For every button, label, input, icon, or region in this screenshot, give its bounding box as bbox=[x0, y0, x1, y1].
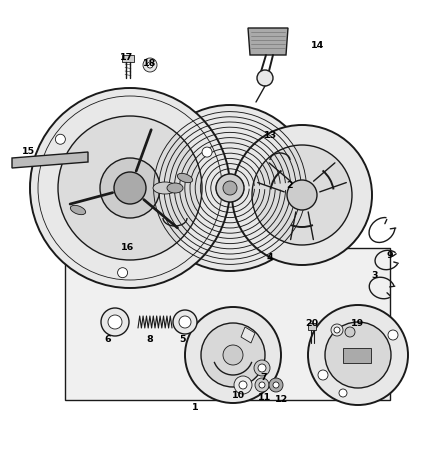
Text: 5: 5 bbox=[180, 335, 186, 344]
Ellipse shape bbox=[177, 173, 193, 183]
Ellipse shape bbox=[269, 378, 283, 392]
Ellipse shape bbox=[258, 364, 266, 372]
Ellipse shape bbox=[167, 183, 183, 193]
Ellipse shape bbox=[255, 378, 269, 392]
Ellipse shape bbox=[254, 360, 270, 376]
Text: 7: 7 bbox=[261, 373, 267, 382]
Ellipse shape bbox=[202, 147, 212, 157]
Text: 9: 9 bbox=[387, 250, 393, 259]
Ellipse shape bbox=[38, 96, 222, 280]
Ellipse shape bbox=[101, 308, 129, 336]
Ellipse shape bbox=[223, 181, 237, 195]
Text: 17: 17 bbox=[120, 54, 133, 63]
Ellipse shape bbox=[287, 180, 317, 210]
Ellipse shape bbox=[153, 182, 177, 194]
Text: 1: 1 bbox=[192, 403, 198, 412]
Ellipse shape bbox=[114, 172, 146, 204]
Ellipse shape bbox=[345, 327, 355, 337]
Ellipse shape bbox=[118, 268, 128, 278]
Ellipse shape bbox=[143, 58, 157, 72]
Ellipse shape bbox=[173, 310, 197, 334]
Ellipse shape bbox=[257, 70, 273, 86]
Ellipse shape bbox=[273, 382, 279, 388]
Ellipse shape bbox=[179, 316, 191, 328]
Ellipse shape bbox=[108, 315, 122, 329]
Ellipse shape bbox=[339, 389, 347, 397]
Ellipse shape bbox=[252, 145, 352, 245]
Text: 16: 16 bbox=[122, 244, 135, 253]
Ellipse shape bbox=[318, 370, 328, 380]
Text: 11: 11 bbox=[258, 392, 272, 401]
Ellipse shape bbox=[185, 307, 281, 403]
Ellipse shape bbox=[239, 381, 247, 389]
Text: 4: 4 bbox=[266, 254, 273, 263]
Text: 3: 3 bbox=[372, 270, 378, 279]
Ellipse shape bbox=[100, 158, 160, 218]
Ellipse shape bbox=[388, 330, 398, 340]
Text: 10: 10 bbox=[232, 390, 244, 399]
Text: 6: 6 bbox=[105, 335, 111, 344]
Text: 15: 15 bbox=[21, 148, 34, 156]
Text: 20: 20 bbox=[306, 319, 319, 327]
Ellipse shape bbox=[55, 134, 65, 144]
Polygon shape bbox=[241, 327, 255, 343]
Ellipse shape bbox=[147, 62, 153, 68]
Polygon shape bbox=[12, 152, 88, 168]
Ellipse shape bbox=[201, 323, 265, 387]
Ellipse shape bbox=[325, 322, 391, 388]
Ellipse shape bbox=[58, 116, 202, 260]
Polygon shape bbox=[122, 55, 134, 62]
Ellipse shape bbox=[232, 125, 372, 265]
Ellipse shape bbox=[216, 174, 244, 202]
Ellipse shape bbox=[223, 345, 243, 365]
Ellipse shape bbox=[234, 376, 252, 394]
Ellipse shape bbox=[259, 382, 265, 388]
Text: 2: 2 bbox=[287, 180, 293, 190]
Text: 14: 14 bbox=[312, 40, 325, 49]
Polygon shape bbox=[65, 248, 390, 400]
Ellipse shape bbox=[30, 88, 230, 288]
Text: 8: 8 bbox=[147, 335, 153, 344]
Bar bbox=[343, 348, 371, 363]
Polygon shape bbox=[308, 323, 316, 330]
Polygon shape bbox=[248, 28, 288, 55]
Ellipse shape bbox=[331, 324, 343, 336]
Ellipse shape bbox=[334, 327, 340, 333]
Ellipse shape bbox=[147, 105, 313, 271]
Text: 18: 18 bbox=[143, 58, 157, 67]
Text: 13: 13 bbox=[264, 131, 277, 140]
Ellipse shape bbox=[308, 305, 408, 405]
Text: 12: 12 bbox=[275, 396, 289, 405]
Text: 19: 19 bbox=[351, 319, 365, 327]
Ellipse shape bbox=[71, 205, 86, 215]
